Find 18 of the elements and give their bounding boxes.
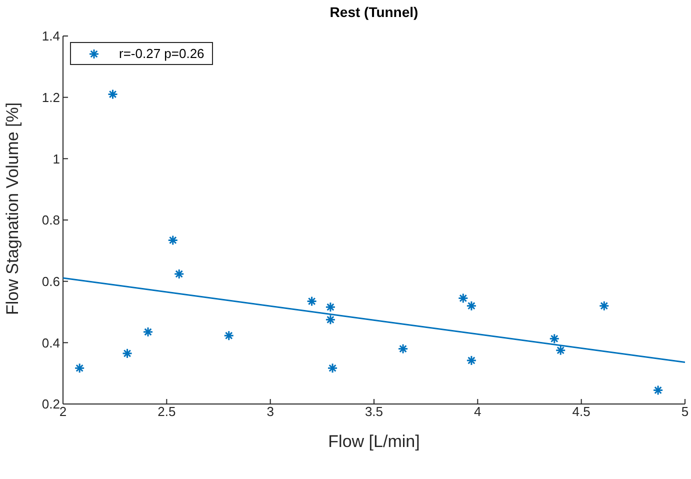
y-tick-label: 1.2 — [42, 90, 60, 105]
x-axis-title: Flow [L/min] — [328, 432, 420, 451]
y-tick-label: 0.4 — [42, 335, 60, 350]
x-tick-label: 2.5 — [158, 404, 176, 420]
y-axis-title: Flow Stagnation Volume [%] — [3, 102, 22, 315]
x-tick-label: 5 — [681, 404, 689, 420]
y-tick-label: 0.2 — [42, 396, 60, 412]
x-tick-label: 4.5 — [572, 404, 590, 420]
y-tick-label: 1.4 — [42, 28, 60, 44]
x-tick-label: 3.5 — [364, 404, 384, 420]
x-tick-label: 4 — [474, 404, 482, 420]
y-tick-label: 0.6 — [42, 274, 60, 289]
legend-label: r=-0.27 p=0.26 — [119, 46, 204, 61]
x-tick-label: 3 — [266, 404, 274, 420]
x-tick-label: 2 — [59, 404, 67, 420]
y-tick-label: 1 — [52, 151, 60, 166]
y-tick-label: 0.8 — [42, 212, 60, 228]
chart-title: Rest (Tunnel) — [328, 4, 420, 20]
